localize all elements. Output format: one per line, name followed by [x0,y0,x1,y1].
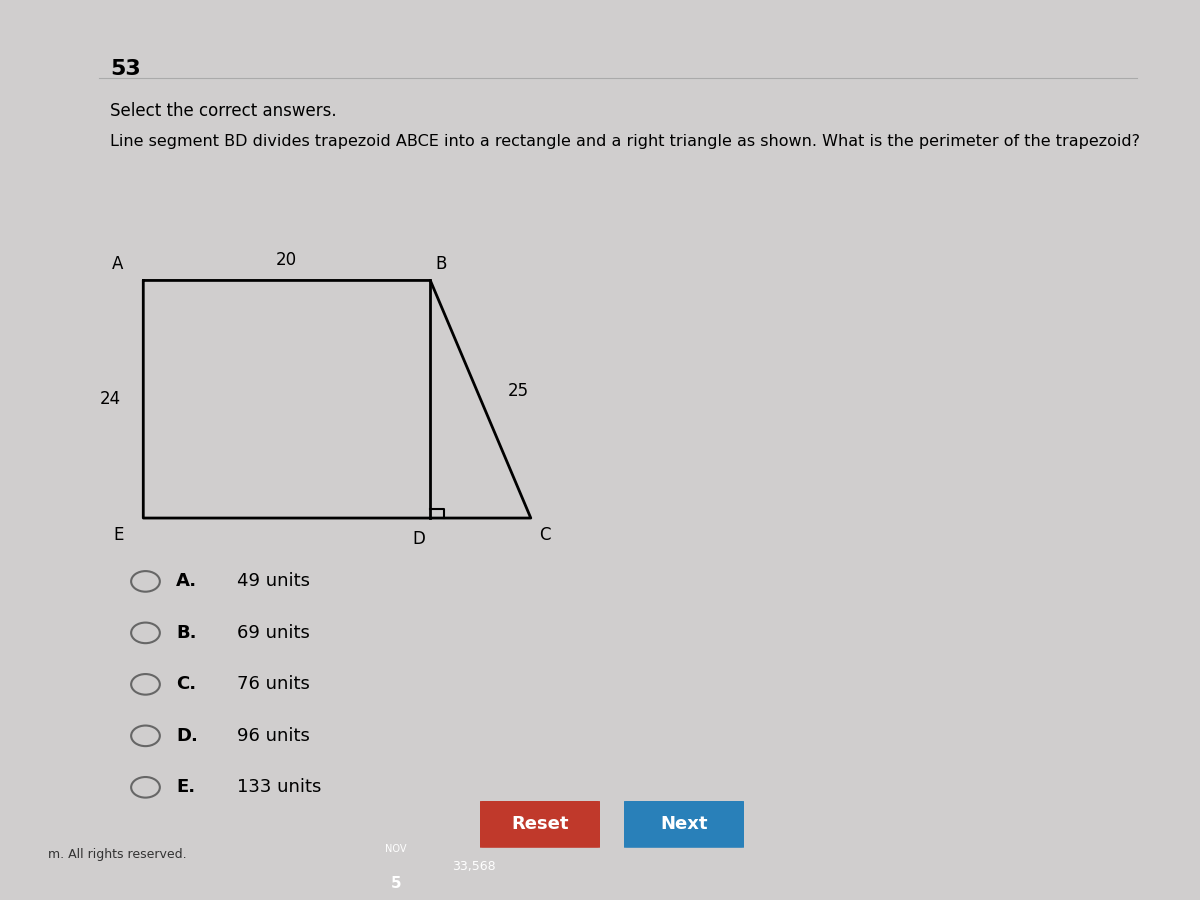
Text: 24: 24 [100,391,121,409]
Text: 69 units: 69 units [238,624,310,642]
Text: C.: C. [176,675,197,693]
Text: 33,568: 33,568 [452,860,496,873]
Text: 5: 5 [391,876,401,891]
Text: m. All rights reserved.: m. All rights reserved. [48,848,187,860]
FancyBboxPatch shape [476,801,604,848]
Text: Select the correct answers.: Select the correct answers. [110,103,337,121]
Text: Line segment BD divides trapezoid ABCE into a rectangle and a right triangle as : Line segment BD divides trapezoid ABCE i… [110,134,1140,148]
Text: 20: 20 [276,250,298,268]
FancyBboxPatch shape [620,801,748,848]
Text: 49 units: 49 units [238,572,310,590]
Text: A: A [112,255,124,273]
Text: NOV: NOV [385,844,407,854]
Text: E: E [113,526,124,544]
Text: Reset: Reset [511,815,569,833]
Text: C: C [540,526,551,544]
Text: 76 units: 76 units [238,675,310,693]
Text: E.: E. [176,778,196,796]
Text: D.: D. [176,727,198,745]
Text: A.: A. [176,572,198,590]
Text: Next: Next [660,815,708,833]
Text: B.: B. [176,624,197,642]
Text: 53: 53 [110,58,140,78]
Text: 96 units: 96 units [238,727,310,745]
Text: 133 units: 133 units [238,778,322,796]
Text: B: B [436,255,448,273]
Text: D: D [412,530,425,548]
Text: 25: 25 [508,382,529,400]
